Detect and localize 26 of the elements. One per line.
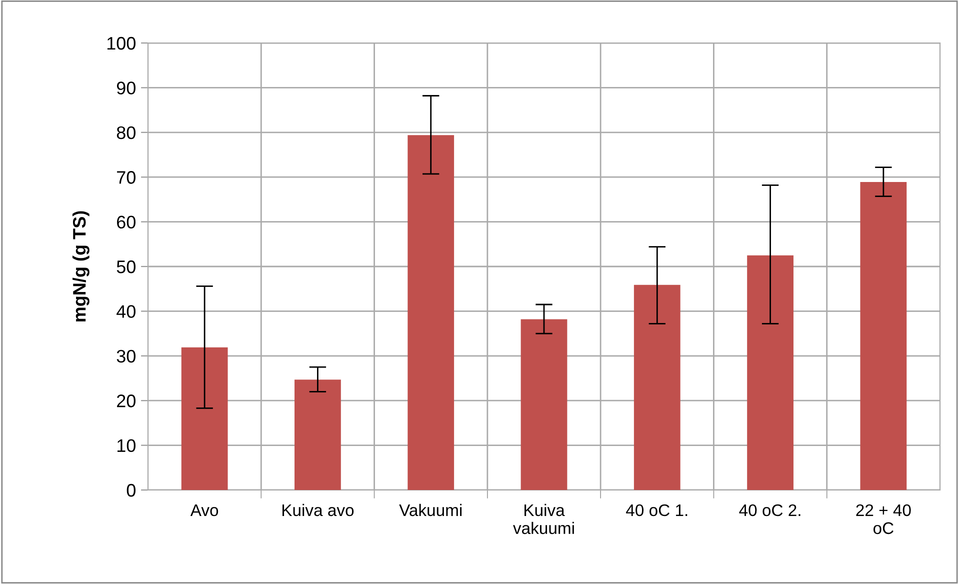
bar xyxy=(634,284,680,490)
x-tick-label: Avo xyxy=(190,504,218,516)
y-tick-label: 30 xyxy=(116,350,136,363)
x-tick-label: Kuiva avo xyxy=(282,504,354,516)
y-tick-label: 100 xyxy=(107,36,136,50)
bar xyxy=(520,319,568,490)
y-tick-label: 90 xyxy=(116,82,136,94)
x-tick-label: Kuiva vakuumi xyxy=(513,504,574,534)
x-tick-label: 40 oC 1. xyxy=(626,504,688,516)
y-tick-label: 40 xyxy=(116,305,136,318)
y-axis-title: mgN/g (g TS) xyxy=(72,211,90,322)
bar xyxy=(181,347,228,490)
y-tick-label: 50 xyxy=(116,260,136,274)
bar xyxy=(408,135,454,490)
y-tick-label: 80 xyxy=(116,126,136,140)
y-tick-label: 70 xyxy=(117,171,136,184)
x-tick-label: Vakuumi xyxy=(399,504,462,516)
y-tick-label: 60 xyxy=(117,216,136,229)
bar xyxy=(860,182,907,490)
x-tick-label: 40 oC 2. xyxy=(739,504,800,516)
y-tick-label: 20 xyxy=(117,394,136,408)
x-tick-label: 22 + 40 oC xyxy=(856,504,911,534)
y-tick-label: 0 xyxy=(126,484,136,497)
bar xyxy=(747,255,794,490)
y-tick-label: 10 xyxy=(117,439,136,452)
bar xyxy=(294,380,341,490)
